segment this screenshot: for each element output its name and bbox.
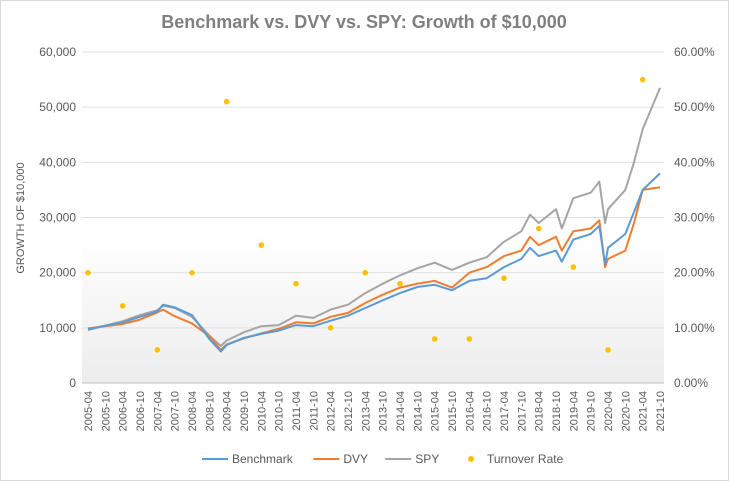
y2-tick-label: 40.00%	[674, 155, 715, 169]
x-tick-label: 2010-10	[274, 391, 286, 431]
x-tick-label: 2010-04	[256, 391, 268, 431]
turnover-rate-point	[258, 242, 265, 248]
x-tick-label: 2007-04	[152, 391, 164, 431]
y2-tick-label: 50.00%	[674, 100, 715, 114]
x-tick-label: 2014-04	[395, 391, 407, 431]
y-tick-label: 40,000	[39, 155, 76, 169]
legend-item: DVY	[313, 452, 368, 466]
turnover-rate-point	[119, 303, 126, 309]
x-tick-label: 2015-10	[447, 391, 459, 431]
x-tick-label: 2019-04	[568, 391, 580, 431]
x-tick-label: 2014-10	[412, 391, 424, 431]
x-tick-label: 2018-10	[551, 391, 563, 431]
turnover-rate-point	[535, 225, 542, 232]
x-tick-label: 2020-10	[620, 391, 632, 431]
x-tick-label: 2012-04	[326, 391, 338, 431]
x-tick-label: 2005-10	[100, 391, 112, 431]
legend-label: SPY	[415, 452, 439, 466]
turnover-rate-point	[189, 269, 195, 276]
x-tick-label: 2006-04	[118, 391, 130, 431]
legend-item: Benchmark	[202, 452, 294, 466]
x-tick-label: 2019-10	[586, 391, 598, 431]
turnover-rate-point	[327, 325, 334, 331]
y2-tick-label: 20.00%	[674, 266, 715, 280]
legend-item: Turnover Rate	[468, 452, 564, 466]
series-line-dvy	[87, 186, 661, 351]
x-tick-label: 2017-04	[499, 391, 511, 431]
x-tick-label: 2012-10	[343, 391, 355, 431]
series-line-spy	[87, 87, 661, 347]
x-tick-label: 2011-04	[291, 391, 303, 431]
turnover-rate-point	[605, 347, 611, 353]
turnover-rate-point	[431, 336, 438, 342]
y2-tick-label: 0.00%	[674, 376, 708, 390]
y2-tick-label: 60.00%	[674, 45, 715, 59]
x-tick-label: 2020-04	[603, 391, 615, 431]
x-axis: 2005-04 2005-10 2006-04 2006-10 2007-04 2007-…	[83, 391, 667, 431]
series-group	[85, 76, 661, 353]
legend-label: Turnover Rate	[487, 452, 564, 466]
x-tick-label: 2009-10	[239, 391, 251, 431]
turnover-rate-point	[397, 280, 403, 287]
legend-item: SPY	[385, 452, 439, 466]
turnover-rate-point	[570, 264, 577, 270]
x-tick-label: 2021-10	[655, 391, 667, 431]
turnover-rate-point	[223, 98, 230, 105]
y2-tick-label: 10.00%	[674, 321, 715, 335]
y-tick-label: 10,000	[39, 321, 76, 335]
turnover-rate-point	[639, 76, 646, 83]
x-tick-label: 2021-04	[638, 391, 650, 431]
y-axis-right: 0.00% 10.00% 20.00% 30.00% 40.00% 50.00% 60.00…	[674, 45, 715, 390]
x-tick-label: 2006-10	[135, 391, 147, 431]
turnover-rate-point	[154, 347, 161, 353]
y-tick-label: 0	[69, 376, 76, 390]
legend-marker	[468, 456, 474, 462]
x-tick-label: 2016-04	[464, 391, 476, 431]
y-tick-label: 60,000	[39, 45, 76, 59]
x-tick-label: 2013-04	[360, 391, 372, 431]
legend-label: DVY	[343, 452, 368, 466]
chart-title: Benchmark vs. DVY vs. SPY: Growth of $10…	[161, 12, 567, 32]
x-tick-label: 2017-10	[516, 391, 528, 431]
y-axis-left: 0 10,000 20,000 30,000 40,000 50,000 60,000	[39, 45, 76, 390]
x-tick-label: 2005-04	[83, 391, 95, 431]
x-tick-label: 2013-10	[378, 391, 390, 431]
turnover-rate-point	[85, 269, 91, 276]
turnover-rate-point	[293, 280, 299, 287]
legend-label: Benchmark	[232, 452, 294, 466]
x-tick-label: 2007-10	[170, 391, 182, 431]
x-tick-label: 2009-04	[222, 391, 234, 431]
series-line-benchmark	[87, 172, 661, 353]
legend: Benchmark DVY SPY Turnover Rate	[202, 452, 564, 466]
x-tick-label: 2016-10	[482, 391, 494, 431]
y2-tick-label: 30.00%	[674, 211, 715, 225]
turnover-rate-point	[466, 336, 473, 342]
turnover-rate-point	[501, 275, 507, 282]
x-tick-label: 2008-10	[204, 391, 216, 431]
turnover-rate-point	[362, 269, 369, 276]
x-tick-label: 2015-04	[430, 391, 442, 431]
x-tick-label: 2018-04	[534, 391, 546, 431]
y-tick-label: 50,000	[39, 100, 76, 114]
y-tick-label: 30,000	[39, 211, 76, 225]
y-axis-title: GROWTH OF $10,000	[15, 162, 27, 273]
x-tick-label: 2008-04	[187, 391, 199, 431]
y-tick-label: 20,000	[39, 266, 76, 280]
x-tick-label: 2011-10	[308, 391, 320, 431]
